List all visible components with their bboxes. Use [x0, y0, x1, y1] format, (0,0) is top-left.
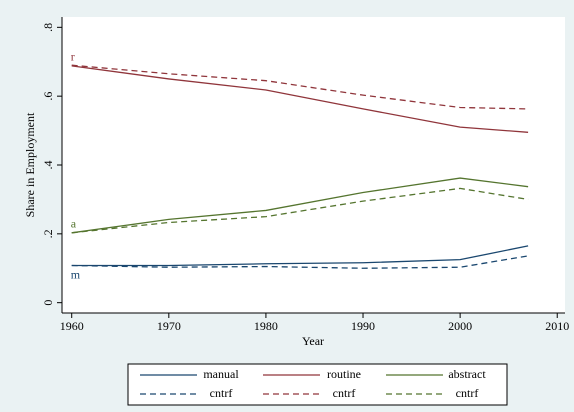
y-axis-title: Share in Employment [23, 112, 37, 217]
y-tick-label: 0 [41, 300, 55, 306]
series-line [71, 65, 529, 133]
plot-area [62, 17, 565, 313]
legend [127, 363, 508, 406]
series-line [71, 187, 529, 234]
x-tick-label: 1990 [351, 319, 375, 333]
legend-label: routine [327, 367, 361, 381]
legend-label: abstract [448, 367, 486, 381]
x-axis-title: Year [302, 334, 324, 348]
y-tick-label: .2 [41, 229, 55, 238]
y-tick-label: .6 [41, 92, 55, 101]
y-tick-label: .4 [41, 161, 55, 170]
line-label: r [71, 50, 75, 64]
series-line [71, 255, 529, 269]
series-line [71, 64, 529, 110]
x-tick-label: 1980 [254, 319, 278, 333]
x-tick-label: 2000 [448, 319, 472, 333]
line-label: a [71, 217, 77, 231]
y-tick-label: .8 [41, 23, 55, 32]
x-tick-label: 2010 [545, 319, 569, 333]
line-label: m [71, 267, 81, 281]
x-tick-label: 1970 [157, 319, 181, 333]
series-line [71, 177, 529, 234]
legend-label: manual [203, 367, 239, 381]
series-line [71, 245, 529, 267]
legend-label: cntrf [456, 386, 479, 400]
legend-label: cntrf [210, 386, 233, 400]
legend-label: cntrf [333, 386, 356, 400]
x-tick-label: 1960 [60, 319, 84, 333]
